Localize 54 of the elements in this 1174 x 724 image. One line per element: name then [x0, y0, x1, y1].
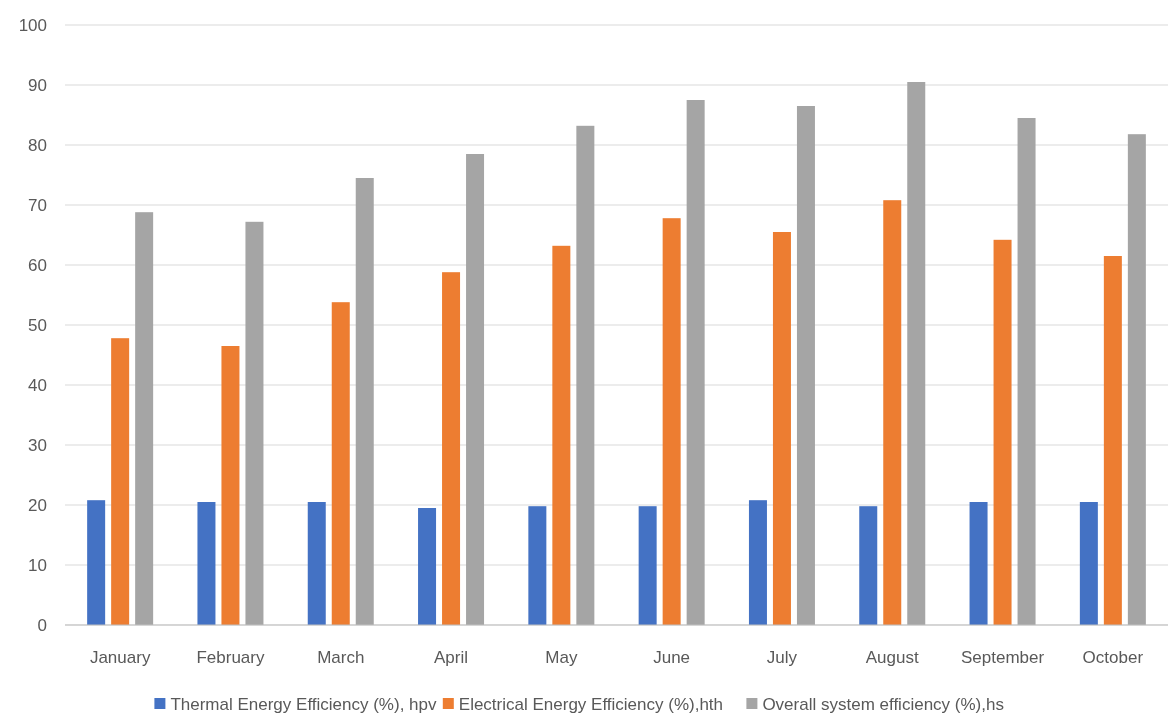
y-tick-label: 50: [28, 315, 47, 335]
bar: [638, 506, 657, 625]
bar: [748, 500, 767, 625]
x-tick-label: March: [317, 648, 365, 667]
bar: [442, 272, 461, 625]
bar: [576, 125, 595, 625]
legend-label: Overall system efficiency (%),hs: [762, 694, 1004, 714]
bar: [111, 338, 130, 625]
y-tick-label: 90: [28, 75, 47, 95]
y-tick-label: 20: [28, 495, 47, 515]
bar: [859, 506, 878, 625]
bar: [796, 106, 815, 625]
bar: [307, 502, 326, 625]
bar: [466, 154, 485, 625]
bar: [245, 221, 264, 625]
x-tick-label: August: [865, 648, 919, 667]
x-tick-label: October: [1082, 648, 1144, 667]
bar: [993, 239, 1012, 625]
bar: [907, 82, 926, 625]
y-tick-label: 30: [28, 435, 47, 455]
bar: [355, 178, 374, 625]
x-tick-label: June: [653, 648, 691, 667]
y-tick-label: 0: [37, 615, 47, 635]
x-tick-label: September: [960, 648, 1045, 667]
y-tick-label: 100: [18, 15, 47, 35]
bar: [1127, 134, 1146, 625]
bar: [135, 212, 154, 625]
bar: [1017, 118, 1036, 625]
bar: [331, 302, 350, 625]
bar: [528, 506, 547, 625]
bar: [662, 218, 681, 625]
x-tick-label: February: [196, 648, 265, 667]
legend-label: Thermal Energy Efficiency (%), hpv: [170, 694, 438, 714]
x-tick-label: January: [89, 648, 151, 667]
legend-label: Electrical Energy Efficiency (%),hth: [458, 694, 724, 714]
x-tick-label: July: [766, 648, 798, 667]
bar: [686, 100, 705, 625]
bar: [1103, 256, 1122, 625]
bar: [87, 500, 106, 625]
y-tick-label: 80: [28, 135, 47, 155]
y-tick-label: 10: [28, 555, 47, 575]
bar: [418, 508, 437, 625]
bar: [197, 502, 216, 625]
bar: [969, 502, 988, 625]
bar: [883, 200, 902, 625]
y-tick-label: 60: [28, 255, 47, 275]
x-tick-label: April: [434, 648, 469, 667]
y-tick-label: 70: [28, 195, 47, 215]
y-tick-label: 40: [28, 375, 47, 395]
x-tick-label: May: [545, 648, 578, 667]
bar: [1079, 502, 1098, 625]
bar: [552, 245, 571, 625]
bar: [221, 346, 240, 625]
bar: [772, 232, 791, 625]
